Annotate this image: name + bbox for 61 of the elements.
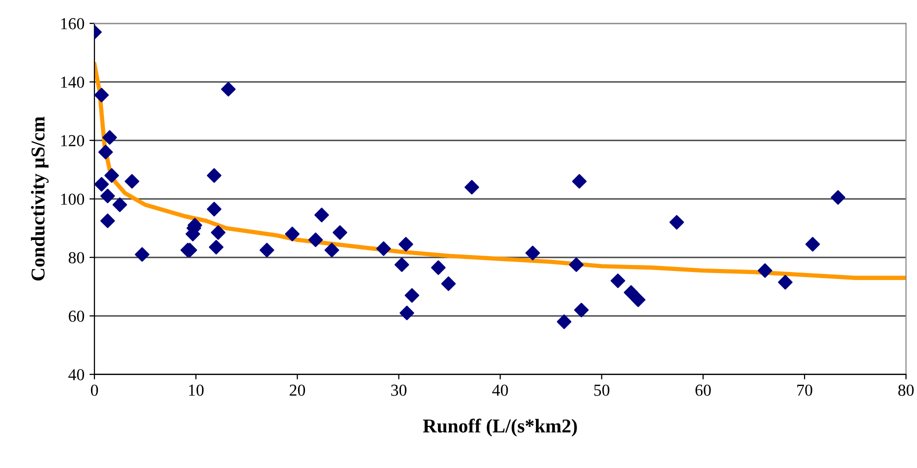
point (778, 274, 793, 290)
point (376, 241, 391, 256)
point (574, 302, 589, 318)
point (400, 306, 414, 320)
point (805, 236, 820, 252)
line-series (94, 62, 906, 280)
point (94, 88, 109, 102)
y-tick-label: 80 (68, 252, 84, 264)
point (206, 168, 222, 183)
x-tick-label: 40 (492, 384, 508, 396)
point (124, 174, 140, 189)
point (556, 314, 572, 330)
point (221, 82, 236, 96)
point (630, 292, 646, 308)
x-tick-label: 60 (695, 384, 711, 396)
point (284, 226, 300, 242)
x-tick-label: 70 (797, 384, 812, 396)
x-tick-label: 20 (290, 384, 306, 396)
point (610, 274, 626, 288)
x-tick-label: 50 (594, 384, 610, 396)
x-tick-label: 30 (391, 384, 406, 396)
point (324, 242, 340, 258)
point (100, 214, 115, 228)
point (94, 176, 109, 192)
point (112, 197, 128, 212)
point (206, 202, 222, 216)
point (332, 225, 348, 240)
point (398, 236, 414, 252)
y-tick-label: 160 (61, 18, 84, 30)
point (134, 247, 150, 262)
point (104, 168, 119, 183)
x-axis-title: Runoff (L/(s*km2) (423, 418, 577, 437)
point (98, 144, 113, 160)
point (569, 257, 584, 272)
point (464, 180, 480, 194)
y-tick-label: 120 (61, 135, 84, 146)
point (314, 208, 329, 222)
point (669, 215, 684, 230)
point (572, 174, 587, 189)
point (260, 242, 274, 258)
point (208, 240, 224, 254)
y-tick-label: 60 (68, 310, 84, 322)
point (394, 257, 410, 272)
y-tick-label: 140 (61, 76, 84, 88)
point (431, 260, 446, 275)
point (404, 288, 420, 303)
point (830, 190, 846, 205)
x-tick-label: 80 (898, 384, 914, 396)
y-tick-label: 40 (68, 369, 84, 380)
point (308, 232, 323, 248)
x-tick-label: 10 (189, 384, 204, 396)
point (441, 276, 456, 292)
y-axis-title: Conductivity µS/cm (30, 116, 49, 281)
point (102, 130, 117, 145)
point (624, 285, 638, 300)
x-tick-label: 0 (90, 384, 98, 396)
point (758, 263, 772, 278)
point (525, 246, 540, 260)
y-tick-label: 100 (61, 194, 84, 205)
point (100, 188, 115, 204)
point (210, 225, 226, 240)
